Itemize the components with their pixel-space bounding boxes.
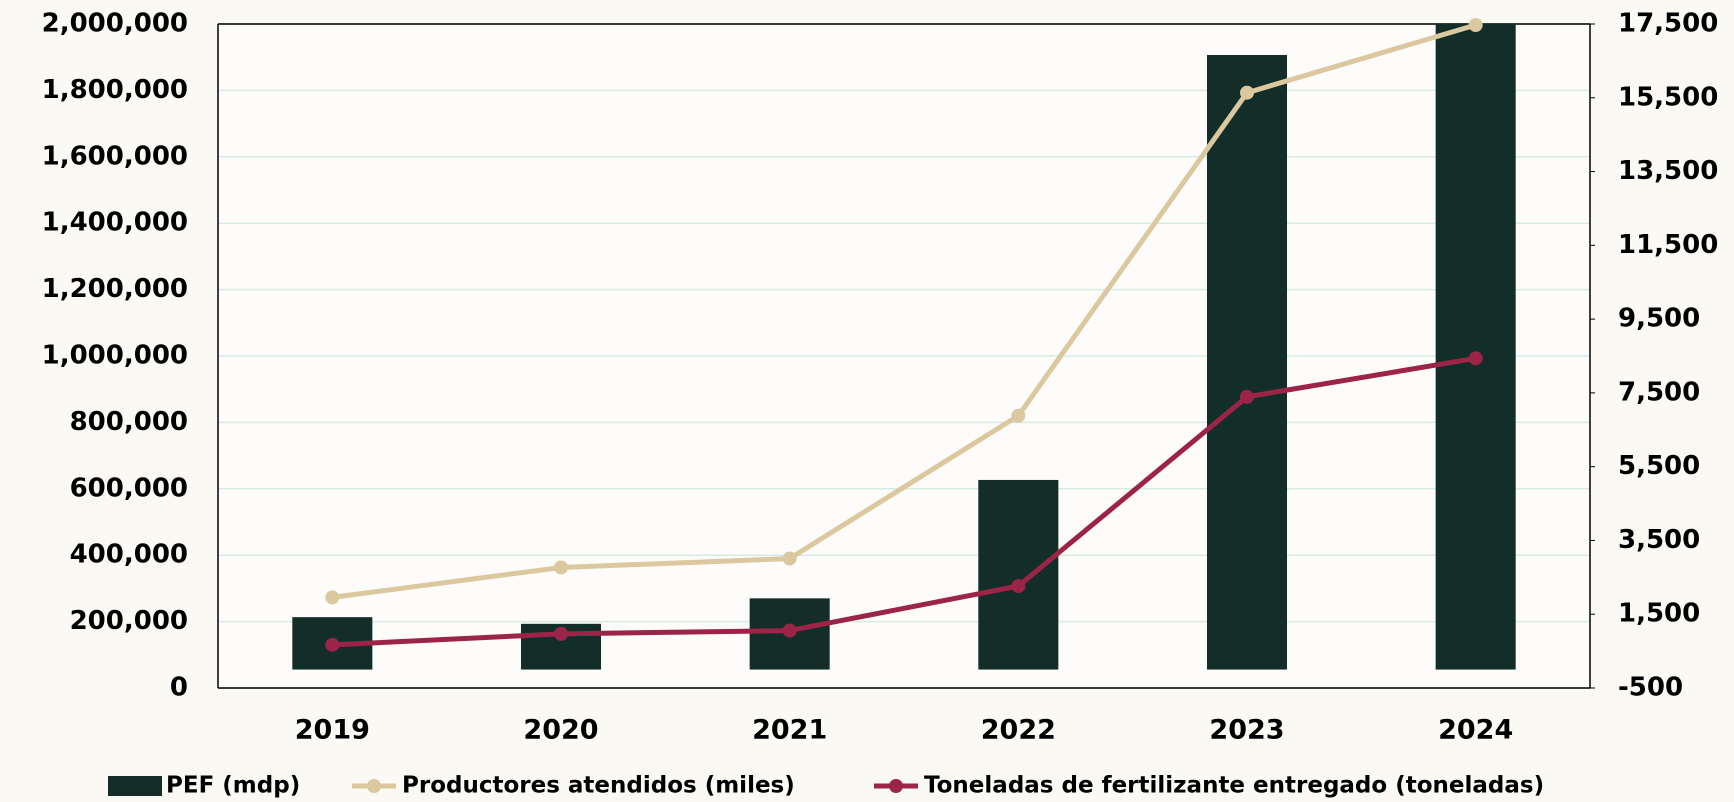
y2-tick-label: 13,500 bbox=[1618, 156, 1718, 186]
bar bbox=[978, 479, 1059, 670]
legend-swatch bbox=[108, 776, 162, 796]
legend-marker bbox=[889, 779, 903, 793]
marker bbox=[1011, 579, 1026, 594]
x-tick-label: 2021 bbox=[752, 715, 827, 746]
y2-tick-label: 15,500 bbox=[1618, 82, 1718, 112]
y-tick-label: 600,000 bbox=[70, 473, 188, 503]
marker bbox=[782, 551, 797, 566]
y-tick-label: 0 bbox=[170, 673, 188, 703]
y-tick-label: 1,400,000 bbox=[42, 208, 188, 238]
x-tick-label: 2019 bbox=[295, 715, 370, 746]
y-tick-label: 800,000 bbox=[70, 407, 188, 437]
y-tick-label: 200,000 bbox=[70, 606, 188, 636]
legend-label: PEF (mdp) bbox=[166, 773, 300, 799]
marker bbox=[1240, 389, 1254, 404]
marker bbox=[782, 623, 797, 638]
y2-tick-label: 1,500 bbox=[1618, 599, 1700, 629]
y2-tick-label: 5,500 bbox=[1618, 451, 1700, 481]
y2-tick-label: 17,500 bbox=[1618, 9, 1718, 39]
marker bbox=[325, 590, 340, 605]
line bbox=[332, 355, 1477, 648]
legend-label: Toneladas de fertilizante entregado (ton… bbox=[924, 773, 1544, 799]
marker bbox=[554, 560, 568, 575]
y-tick-label: 2,000,000 bbox=[42, 9, 188, 39]
y2-tick-label: 3,500 bbox=[1618, 525, 1700, 555]
line bbox=[332, 22, 1477, 600]
y-tick-label: 400,000 bbox=[70, 540, 188, 570]
y-tick-label: 1,600,000 bbox=[42, 141, 188, 171]
y-tick-label: 1,200,000 bbox=[42, 274, 188, 304]
marker bbox=[1468, 17, 1483, 32]
legend-label: Productores atendidos (miles) bbox=[402, 773, 795, 799]
x-tick-label: 2024 bbox=[1438, 715, 1513, 746]
marker bbox=[1468, 351, 1483, 366]
marker bbox=[1240, 85, 1254, 100]
legend-marker bbox=[367, 779, 381, 793]
x-tick-label: 2020 bbox=[523, 715, 598, 746]
marker bbox=[1011, 408, 1026, 423]
x-tick-label: 2023 bbox=[1209, 715, 1284, 746]
bar bbox=[1206, 54, 1288, 670]
x-tick-label: 2022 bbox=[981, 715, 1056, 746]
y-tick-label: 1,000,000 bbox=[42, 341, 188, 371]
marker bbox=[325, 637, 340, 652]
y-tick-label: 1,800,000 bbox=[42, 75, 188, 105]
y2-tick-label: 11,500 bbox=[1618, 230, 1718, 260]
marker bbox=[554, 626, 568, 641]
y2-tick-label: 9,500 bbox=[1618, 304, 1700, 334]
bar bbox=[1435, 24, 1516, 670]
y2-tick-label: -500 bbox=[1618, 673, 1683, 703]
y2-tick-label: 7,500 bbox=[1618, 377, 1700, 407]
